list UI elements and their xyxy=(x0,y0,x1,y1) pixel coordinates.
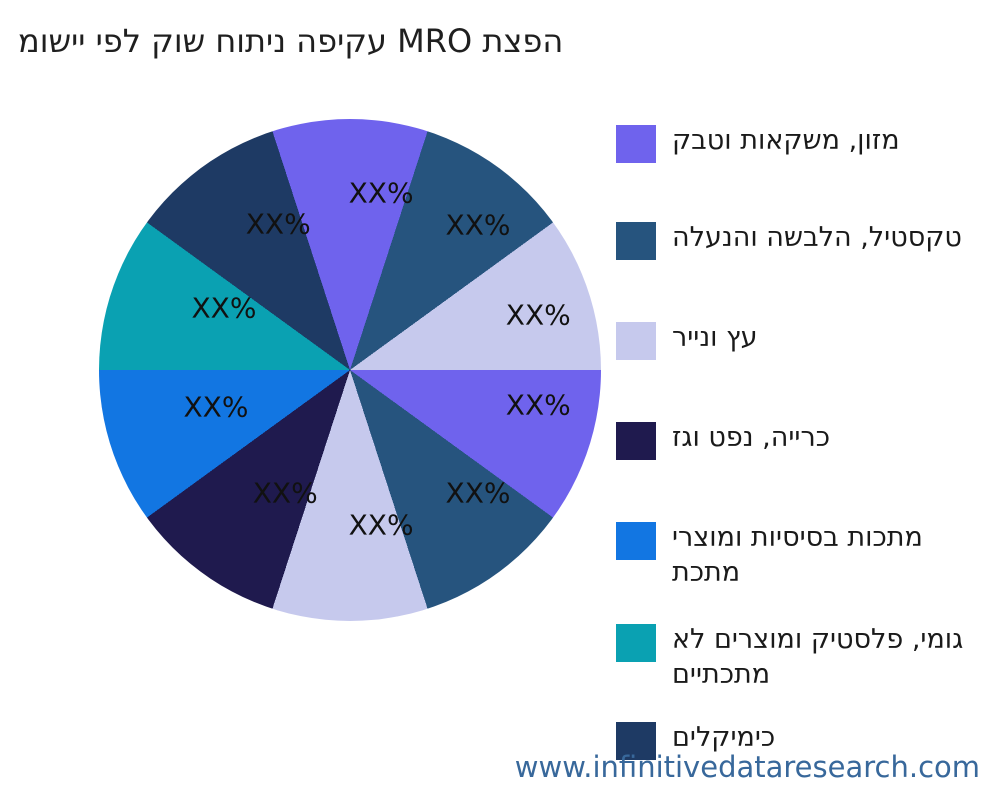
pie-slice-label: XX% xyxy=(245,207,311,241)
chart-legend: מזון, משקאות וטבק טקסטיל, הלבשה והנעלה ע… xyxy=(616,0,1000,800)
legend-swatch xyxy=(616,722,656,760)
pie-slice-label: XX% xyxy=(445,476,511,510)
legend-item: מזון, משקאות וטבק xyxy=(616,123,900,163)
legend-label: כרייה, נפט וגז xyxy=(672,422,830,453)
legend-swatch xyxy=(616,522,656,560)
legend-label: מזון, משקאות וטבק xyxy=(672,125,900,156)
legend-swatch xyxy=(616,422,656,460)
watermark-link[interactable]: www.infinitivedataresearch.com xyxy=(514,750,980,784)
legend-item: גומי, פלסטיק ומוצרים לא מתכתיים xyxy=(616,622,963,692)
pie-slice-label: XX% xyxy=(348,176,414,210)
chart-title: הפצת MRO עקיפה ניתוח שוק לפי יישומ xyxy=(18,22,564,60)
pie-slice-label: XX% xyxy=(191,291,257,325)
pie-slice-label: XX% xyxy=(348,508,414,542)
legend-item: מתכות בסיסיות ומוצרי מתכת xyxy=(616,520,923,590)
legend-swatch xyxy=(616,222,656,260)
pie-slice-label: XX% xyxy=(183,390,249,424)
pie-slice-label: XX% xyxy=(505,298,571,332)
legend-swatch xyxy=(616,624,656,662)
legend-label: גומי, פלסטיק ומוצרים לא מתכתיים xyxy=(672,624,964,690)
legend-item: כרייה, נפט וגז xyxy=(616,420,830,460)
legend-item: כימיקלים xyxy=(616,720,775,760)
legend-item: טקסטיל, הלבשה והנעלה xyxy=(616,220,962,260)
legend-item: עץ ונייר xyxy=(616,320,758,360)
legend-label: כימיקלים xyxy=(672,722,776,753)
legend-label: מתכות בסיסיות ומוצרי מתכת xyxy=(672,522,923,588)
legend-label: עץ ונייר xyxy=(672,322,758,353)
pie-slice-label: XX% xyxy=(505,388,571,422)
legend-swatch xyxy=(616,322,656,360)
legend-swatch xyxy=(616,125,656,163)
pie-slice-label: XX% xyxy=(445,208,511,242)
pie-slice-label: XX% xyxy=(252,476,318,510)
legend-label: טקסטיל, הלבשה והנעלה xyxy=(672,222,962,253)
pie-chart: XX% XX% XX% XX% XX% XX% XX% XX% XX% XX% xyxy=(99,119,601,621)
